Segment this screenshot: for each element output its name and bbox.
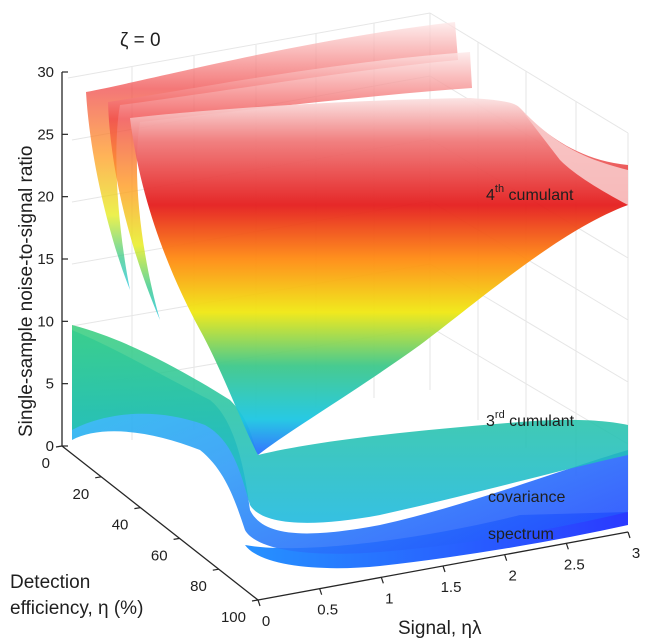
x-tick-label: 2 bbox=[508, 568, 516, 585]
label-third-cumulant: 3rd cumulant bbox=[486, 409, 575, 430]
y-axis-label-line2: efficiency, η (%) bbox=[10, 598, 143, 619]
y-tick-mark bbox=[251, 599, 259, 602]
z-tick-label: 10 bbox=[37, 313, 54, 330]
x-tick-mark bbox=[442, 565, 446, 573]
y-axis-label-line1: Detection bbox=[10, 572, 90, 593]
fourth-cumulant-wall-1 bbox=[86, 22, 458, 290]
y-tick-mark bbox=[173, 537, 180, 540]
x-tick-mark bbox=[257, 599, 261, 607]
z-tick-labels: 0 5 10 15 20 25 30 bbox=[37, 64, 68, 455]
chart-title: ζ = 0 bbox=[120, 30, 161, 51]
z-tick-label: 25 bbox=[37, 126, 54, 143]
y-tick-label: 40 bbox=[112, 517, 129, 534]
y-tick-labels: 0 20 40 60 80 100 bbox=[42, 445, 259, 626]
z-tick-label: 30 bbox=[37, 64, 54, 81]
x-tick-label: 1.5 bbox=[441, 579, 462, 596]
covariance-surface bbox=[72, 330, 628, 554]
third-cumulant-surface bbox=[72, 325, 628, 523]
z-axis-label: Single-sample noise-to-signal ratio bbox=[16, 146, 37, 437]
y-tick-mark bbox=[212, 568, 219, 571]
z-tick-label: 20 bbox=[37, 189, 54, 206]
y-tick-mark bbox=[95, 476, 102, 479]
y-tick-mark bbox=[55, 445, 63, 448]
x-tick-mark bbox=[380, 577, 384, 584]
y-tick-label: 20 bbox=[73, 486, 90, 503]
label-spectrum: spectrum bbox=[488, 526, 554, 543]
x-tick-mark bbox=[565, 543, 569, 550]
fourth-cumulant-wall-2 bbox=[108, 52, 472, 320]
x-tick-labels: 0 0.5 1 1.5 2 2.5 3 bbox=[257, 531, 640, 630]
label-covariance: covariance bbox=[488, 489, 565, 506]
x-tick-label: 0.5 bbox=[317, 602, 338, 619]
z-tick-label: 15 bbox=[37, 251, 54, 268]
z-tick-label: 5 bbox=[46, 376, 54, 393]
y-tick-label: 80 bbox=[190, 578, 207, 595]
y-tick-label: 0 bbox=[42, 455, 50, 472]
x-tick-mark bbox=[319, 588, 323, 595]
fourth-cumulant-ridge bbox=[520, 108, 628, 205]
x-tick-label: 3 bbox=[632, 545, 640, 562]
y-tick-mark bbox=[134, 507, 141, 510]
label-fourth-cumulant: 4th cumulant bbox=[486, 183, 574, 204]
y-tick-label: 100 bbox=[221, 609, 246, 626]
x-tick-label: 0 bbox=[262, 613, 270, 630]
z-tick-label: 0 bbox=[46, 438, 54, 455]
x-tick-mark bbox=[504, 554, 508, 561]
x-tick-label: 2.5 bbox=[564, 556, 585, 573]
x-axis-label: Signal, ηλ bbox=[398, 618, 482, 639]
x-tick-mark bbox=[627, 531, 631, 539]
fourth-cumulant-surface bbox=[130, 98, 628, 455]
y-tick-label: 60 bbox=[151, 547, 168, 564]
x-tick-label: 1 bbox=[385, 590, 393, 607]
